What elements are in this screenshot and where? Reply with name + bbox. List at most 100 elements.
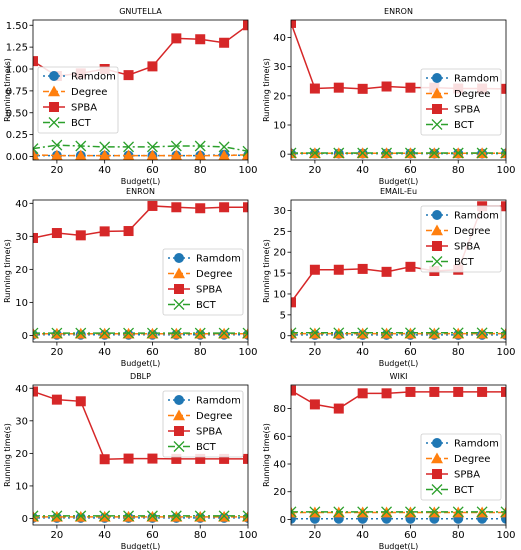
legend-marker-spba [432,469,442,479]
legend-box [37,66,119,134]
data-point-bct [194,140,206,152]
x-tick-label: 100 [238,165,257,176]
legend-marker-bct [48,117,60,128]
x-tick-label: 40 [356,530,369,541]
legend-marker-bct [431,119,443,130]
y-axis-label: Running time(s) [262,239,271,303]
y-tick-label: 40 [273,33,286,44]
data-point-bct [75,510,87,522]
x-tick-label: 80 [194,165,207,176]
x-tick-label: 100 [238,530,257,541]
data-point-bct [428,147,440,159]
legend-label-degree: Degree [454,226,490,237]
legend-label-ramdom: Ramdom [196,254,241,265]
data-point-spba [357,83,368,94]
data-point-bct [242,327,248,339]
data-point-bct [357,147,369,159]
data-point-spba [453,386,464,397]
legend-label-degree: Degree [71,87,107,98]
data-point-spba [171,33,182,44]
y-tick-label: 30 [273,206,286,217]
chart-panel-5: DBLP 20 40 60 80 100 0 10 20 30 40 Budget(L) Running… [3,372,258,550]
data-point-degree [500,506,506,518]
x-tick-label: 100 [496,530,515,541]
y-tick-label: 0 [22,331,28,342]
series-line-bct [33,144,248,152]
data-point-spba [243,202,248,213]
y-tick-label: 30 [15,232,28,243]
data-point-bct [146,327,158,339]
y-tick-label: 0.75 [6,86,28,97]
legend: Ramdom Degree SPBA BCT [420,433,502,501]
data-point-degree [242,327,248,339]
y-tick-label: 40 [273,460,286,471]
data-point-bct [33,510,39,522]
legend-label-spba: SPBA [454,470,480,481]
y-tick-label: 20 [273,91,286,102]
legend-marker-degree [48,85,60,97]
data-point-spba [219,202,230,213]
data-point-spba [381,388,392,399]
data-point-spba [333,264,344,275]
x-tick-label: 60 [146,165,159,176]
y-tick-label: 40 [15,384,28,395]
x-tick-label: 40 [356,165,369,176]
series-line-spba [291,389,506,410]
data-point-bct [500,506,506,518]
legend-label-bct: BCT [454,485,475,496]
data-point-bct [33,143,39,155]
legend-label-spba: SPBA [196,427,222,438]
x-tick-label: 60 [404,530,417,541]
data-point-degree [291,506,297,518]
x-tick-label: 60 [146,530,159,541]
data-point-bct [242,145,248,157]
axes-frame [290,19,507,161]
x-axis-label: Budget(L) [379,359,418,368]
data-point-spba [147,61,158,72]
x-tick-label: 80 [452,347,465,358]
data-point-spba [147,453,158,464]
data-point-bct [218,327,230,339]
x-axis-label: Budget(L) [121,177,160,186]
y-tick-label: 80 [273,404,286,415]
x-tick-label: 40 [356,347,369,358]
data-point-bct [242,510,248,522]
plot-area [291,201,506,340]
axes-frame [32,19,249,161]
data-point-spba [51,394,62,405]
data-point-bct [51,510,63,522]
y-tick-label: 1.50 [6,21,28,32]
y-tick-label: 1.25 [6,43,28,54]
x-tick-label: 20 [309,530,322,541]
data-point-spba [405,82,416,93]
x-tick-label: 100 [496,165,515,176]
legend-marker-ramdom [174,395,184,405]
legend-label-ramdom: Ramdom [71,72,116,83]
data-point-spba [147,200,158,211]
y-tick-label: 10 [273,121,286,132]
data-point-bct [123,510,135,522]
x-tick-label: 80 [194,347,207,358]
data-point-bct [291,506,297,518]
plot-area [291,385,506,524]
x-tick-label: 80 [452,165,465,176]
data-point-spba [405,386,416,397]
chart-title: GNUTELLA [119,7,162,16]
legend-marker-ramdom [432,438,442,448]
legend-label-ramdom: Ramdom [454,74,499,85]
legend-label-spba: SPBA [196,285,222,296]
chart-panel-6: WIKI 20 40 60 80 100 0 20 40 60 80 Budget(L) Running… [262,372,516,550]
data-point-bct [123,327,135,339]
data-point-spba [123,226,134,237]
chart-panel-2: ENRON 20 40 60 80 100 0 10 20 30 40 Budget(L) Runnin… [262,7,516,186]
legend-label-degree: Degree [196,411,232,422]
data-point-bct [476,147,488,159]
legend-label-bct: BCT [196,442,217,453]
legend-box [420,205,502,273]
y-tick-label: 20 [15,265,28,276]
x-tick-label: 60 [146,347,159,358]
x-axis-label: Budget(L) [121,542,160,550]
x-tick-label: 100 [238,347,257,358]
data-point-bct [309,506,321,518]
